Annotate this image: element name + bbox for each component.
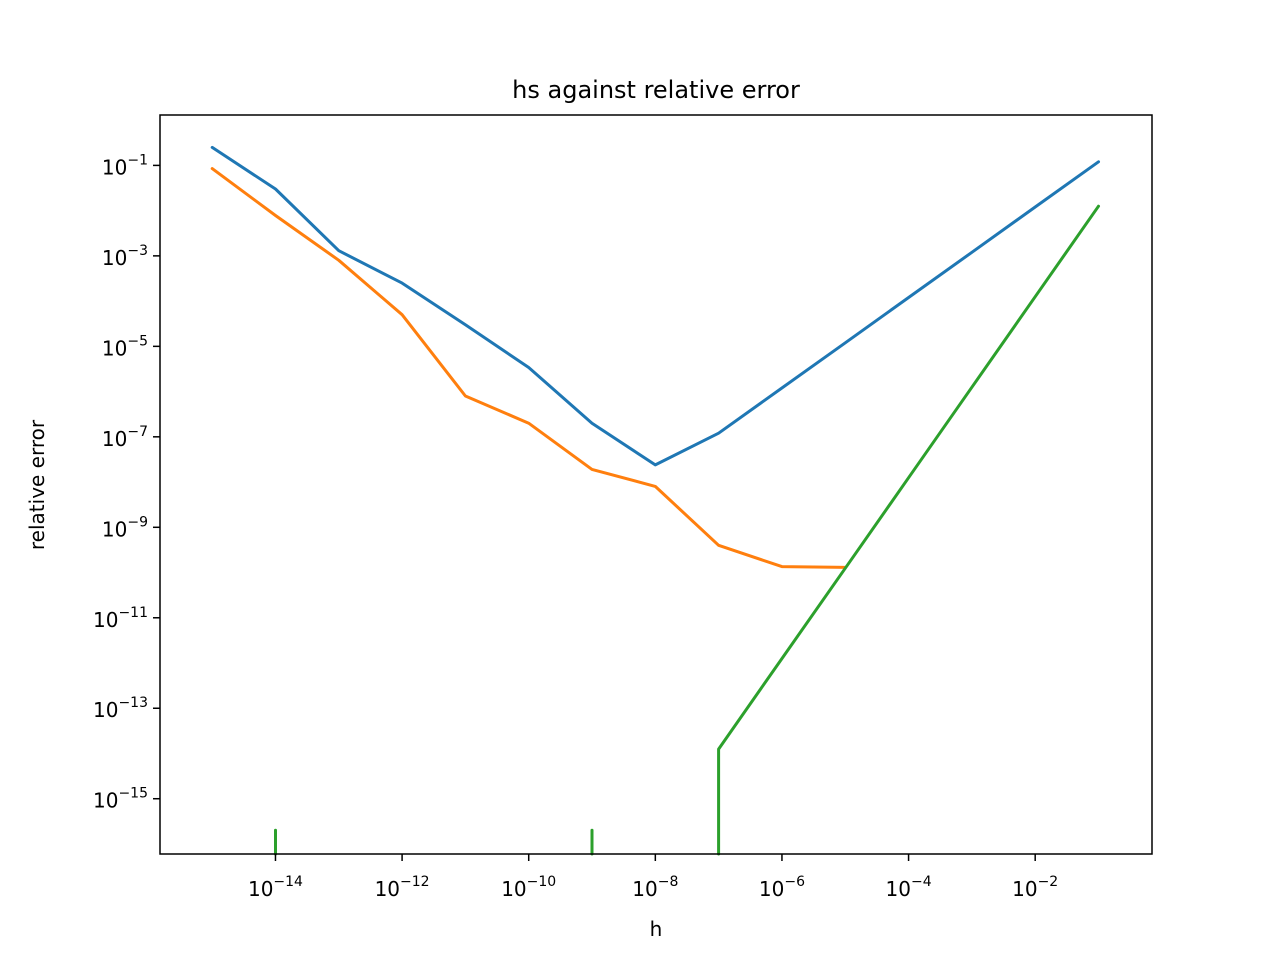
y-tick-label: 10−7: [102, 424, 148, 451]
x-tick-label: 10−8: [632, 874, 678, 901]
y-tick-label: 10−11: [93, 605, 148, 632]
x-tick-label: 10−14: [248, 874, 303, 901]
chart-title: hs against relative error: [512, 76, 800, 104]
y-axis: 10−1 10−3 10−5 10−7 10−9 10−11 10−13 10−15: [93, 152, 160, 813]
plot-area: [210, 145, 1100, 856]
x-axis-label: h: [650, 917, 663, 941]
x-tick-label: 10−6: [759, 874, 805, 901]
x-axis: 10−14 10−12 10−10 10−8 10−6 10−4 10−2: [248, 854, 1058, 901]
x-tick-label: 10−4: [886, 874, 932, 901]
y-tick-label: 10−15: [93, 786, 148, 813]
y-tick-label: 10−5: [102, 333, 148, 360]
x-tick-label: 10−10: [501, 874, 556, 901]
y-tick-label: 10−1: [102, 152, 148, 179]
series-2-line: [210, 167, 847, 569]
plot-frame: [159, 114, 1153, 855]
y-tick-label: 10−13: [93, 695, 148, 722]
y-tick-label: 10−9: [102, 514, 148, 541]
y-axis-label: relative error: [25, 419, 49, 550]
series-3-line-segment-3: [717, 204, 1100, 856]
y-tick-label: 10−3: [102, 243, 148, 270]
series-1-line: [210, 145, 1100, 467]
x-tick-label: 10−2: [1012, 874, 1058, 901]
x-tick-label: 10−12: [375, 874, 430, 901]
